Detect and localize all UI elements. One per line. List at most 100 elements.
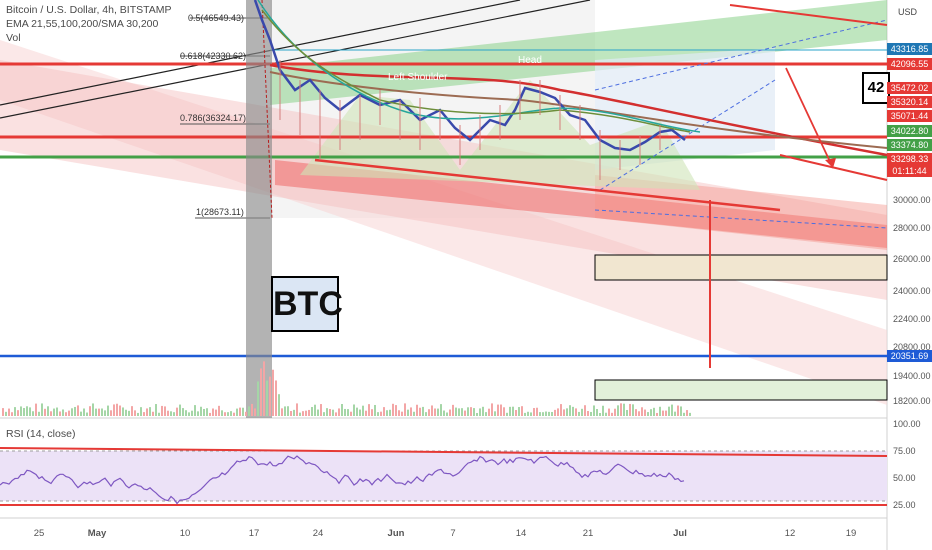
volume-bar [635, 409, 637, 416]
price-axis-label: 22400.00 [893, 314, 931, 324]
volume-bar [230, 411, 232, 416]
arrowhead-diagonal [825, 158, 836, 168]
volume-bar [371, 409, 373, 416]
volume-bar [659, 406, 661, 416]
volume-bar [302, 411, 304, 416]
symbol-title[interactable]: Bitcoin / U.S. Dollar, 4h, BITSTAMP [6, 4, 172, 16]
volume-bar [47, 406, 49, 416]
price-tag: 20351.69 [887, 350, 932, 362]
volume-bar [59, 411, 61, 416]
volume-bar [107, 405, 109, 416]
volume-bar [617, 405, 619, 416]
fib-label-0.786: 0.786(36324.17) [180, 113, 246, 123]
volume-bar [536, 407, 538, 416]
price-axis-label: 26000.00 [893, 254, 931, 264]
volume-bar [386, 410, 388, 416]
rsi-legend[interactable]: RSI (14, close) [6, 428, 76, 440]
price-tag: 42096.55 [887, 58, 932, 70]
volume-bar [593, 405, 595, 416]
volume-bar [527, 411, 529, 416]
volume-bar [182, 408, 184, 416]
volume-bar [194, 405, 196, 416]
volume-bar [443, 410, 445, 416]
volume-bar [326, 408, 328, 416]
volume-bar [197, 411, 199, 416]
volume-bar [257, 381, 259, 416]
volume-bar [269, 376, 271, 416]
red-neckline [314, 158, 781, 212]
volume-bar [359, 409, 361, 416]
volume-legend[interactable]: Vol [6, 32, 21, 44]
volume-bar [482, 406, 484, 416]
volume-bar [344, 408, 346, 416]
volume-bar [377, 412, 379, 416]
volume-bar [476, 412, 478, 416]
volume-bar [515, 410, 517, 416]
volume-bar [23, 408, 25, 416]
volume-bar [554, 409, 556, 416]
volume-bar [212, 408, 214, 416]
volume-bar [242, 407, 244, 416]
volume-bar [551, 411, 553, 416]
volume-bar [638, 411, 640, 416]
red-dashed-vertical [261, 0, 273, 219]
volume-bar [590, 411, 592, 416]
volume-bar [188, 412, 190, 416]
volume-bar [602, 405, 604, 416]
volume-bar [158, 412, 160, 416]
target-box-lower [594, 379, 888, 401]
rsi-band [0, 451, 887, 501]
volume-bar [629, 403, 631, 416]
volume-bar [461, 408, 463, 416]
volume-bar [647, 412, 649, 416]
volume-bar [563, 409, 565, 416]
rsi-axis-label: 25.00 [893, 500, 916, 510]
big-price-tag: 42 [862, 72, 890, 104]
volume-bar [623, 403, 625, 416]
volume-bar [605, 412, 607, 416]
highlight-candle-band [246, 0, 272, 418]
volume-bar [218, 405, 220, 416]
volume-bar [431, 405, 433, 416]
volume-bar [662, 410, 664, 416]
volume-bar [146, 408, 148, 416]
volume-bar [467, 407, 469, 416]
volume-bar [677, 405, 679, 416]
volume-bar [539, 412, 541, 416]
volume-bar [206, 408, 208, 416]
price-axis-label: 19400.00 [893, 371, 931, 381]
volume-bar [143, 412, 145, 416]
volume-bar [266, 380, 268, 416]
volume-bar [104, 410, 106, 416]
red-downtrend-upper [729, 4, 888, 26]
volume-bar [92, 403, 94, 416]
trendline-black-2 [0, 0, 591, 119]
volume-bar [86, 412, 88, 416]
volume-bar [419, 407, 421, 416]
volume-bar [170, 411, 172, 416]
volume-bar [185, 410, 187, 416]
volume-bar [350, 411, 352, 416]
volume-bar [254, 408, 256, 416]
volume-bar [464, 410, 466, 416]
volume-bar [272, 369, 274, 416]
volume-bar [530, 412, 532, 416]
fib-label-0.618: 0.618(42330.62) [180, 51, 246, 61]
indicator-legend[interactable]: EMA 21,55,100,200/SMA 30,200 [6, 18, 159, 30]
currency-label[interactable]: USD [898, 7, 918, 17]
volume-bar [497, 404, 499, 416]
volume-bar [650, 409, 652, 416]
volume-bar [128, 410, 130, 416]
volume-bar [410, 407, 412, 416]
volume-bar [152, 411, 154, 416]
volume-bar [140, 407, 142, 416]
red-wedge-area [275, 160, 887, 248]
volume-bar [488, 408, 490, 416]
volume-bar [686, 410, 688, 416]
price-tag: 35320.14 [887, 96, 932, 108]
volume-bar [521, 406, 523, 416]
volume-bar [485, 412, 487, 416]
volume-bar [455, 407, 457, 416]
